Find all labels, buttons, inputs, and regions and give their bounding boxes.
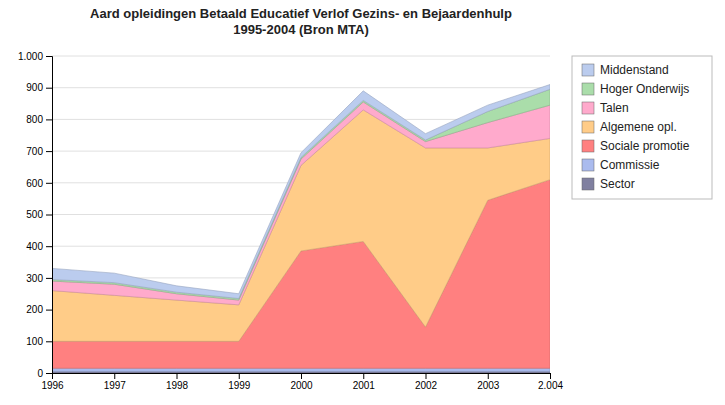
tick: 200 [26,304,52,315]
legend-swatch [582,83,594,95]
tick: 1999 [228,373,251,391]
tick-mark [301,373,302,379]
tick-label: 600 [26,178,43,189]
legend-item: Algemene opl. [582,120,677,134]
legend-label: Algemene opl. [600,120,677,134]
tick-label: 2000 [290,380,313,391]
tick: 0 [37,368,52,379]
tick-mark [177,373,178,379]
plot: 1996 1997 1998 1999 2000 2001 2002 2003 2.004 0 10… [18,51,563,391]
tick-mark [550,373,551,379]
tick: 300 [26,273,52,284]
tick-label: 2.004 [538,380,563,391]
tick: 2002 [415,373,438,391]
legend-item: Hoger Onderwijs [582,82,689,96]
tick-mark [46,151,52,152]
tick-label: 900 [26,82,43,93]
legend-label: Talen [600,101,629,115]
legend-swatch [582,102,594,114]
tick: 700 [26,146,52,157]
tick-label: 700 [26,146,43,157]
grid-line [52,87,550,88]
title: Aard opleidingen Betaald Educatief Verlo… [90,6,512,37]
legend-swatch [582,140,594,152]
tick-mark [46,215,52,216]
tick-label: 100 [26,336,43,347]
tick-mark [239,373,240,379]
tick: 2001 [353,373,376,391]
tick-mark [46,246,52,247]
tick: 1997 [104,373,127,391]
tick: 1998 [166,373,189,391]
tick-mark [488,373,489,379]
tick-label: 200 [26,304,43,315]
area [52,89,550,300]
legend-label: Sector [600,177,635,191]
chart: Aard opleidingen Betaald Educatief Verlo… [0,0,725,405]
areas [52,85,550,373]
tick: 900 [26,82,52,93]
tick: 2000 [290,373,313,391]
legend-label: Sociale promotie [600,139,690,153]
legend-item: Middenstand [582,63,669,77]
legend-label: Hoger Onderwijs [600,82,689,96]
tick-mark [426,373,427,379]
tick-mark [46,56,52,57]
axis-line [53,374,551,380]
tick-mark [46,88,52,89]
tick-label: 800 [26,114,43,125]
legend-label: Middenstand [600,63,669,77]
grid-line [52,56,550,57]
area [52,368,550,371]
legend-label: Commissie [600,158,660,172]
tick-label: 0 [37,368,43,379]
tick: 400 [26,241,52,252]
legend: Middenstand Hoger Onderwijs Talen Algemene … [572,56,712,199]
legend-frame [572,56,712,199]
tick-label: 2001 [353,380,376,391]
legend-swatch [582,159,594,171]
legend-swatch [582,121,594,133]
tick: 500 [26,209,52,220]
x-axis: 1996 1997 1998 1999 2000 2001 2002 2003 2.004 [41,373,563,391]
legend-swatch [582,64,594,76]
axis-line [46,57,53,374]
tick-mark [363,373,364,379]
tick-label: 1998 [166,380,189,391]
grid [52,56,550,373]
tick-mark [114,373,115,379]
tick-label: 2002 [415,380,438,391]
tick: 2003 [477,373,500,391]
tick: 1.000 [18,51,52,62]
tick-label: 1996 [41,380,64,391]
legend-item: Talen [582,101,629,115]
legend-swatch [582,178,594,190]
area [52,85,550,299]
tick-label: 400 [26,241,43,252]
tick-mark [46,373,52,374]
tick: 800 [26,114,52,125]
area [52,102,550,305]
tick-label: 2003 [477,380,500,391]
tick: 2.004 [538,373,563,391]
tick-mark [46,310,52,311]
legend-item: Sector [582,177,635,191]
legend-item: Commissie [582,158,660,172]
tick-mark [46,341,52,342]
tick-mark [46,278,52,279]
y-axis: 0 100 200 300 400 500 600 700 800 900 1.000 [18,51,53,379]
tick-mark [46,183,52,184]
legend-item: Sociale promotie [582,139,690,153]
tick: 600 [26,178,52,189]
tick-mark [46,119,52,120]
tick-label: 300 [26,273,43,284]
tick-label: 1999 [228,380,251,391]
tick-label: 1997 [104,380,127,391]
tick-label: 1.000 [18,51,43,62]
tick: 1996 [41,373,64,391]
tick-label: 500 [26,209,43,220]
tick: 100 [26,336,52,347]
